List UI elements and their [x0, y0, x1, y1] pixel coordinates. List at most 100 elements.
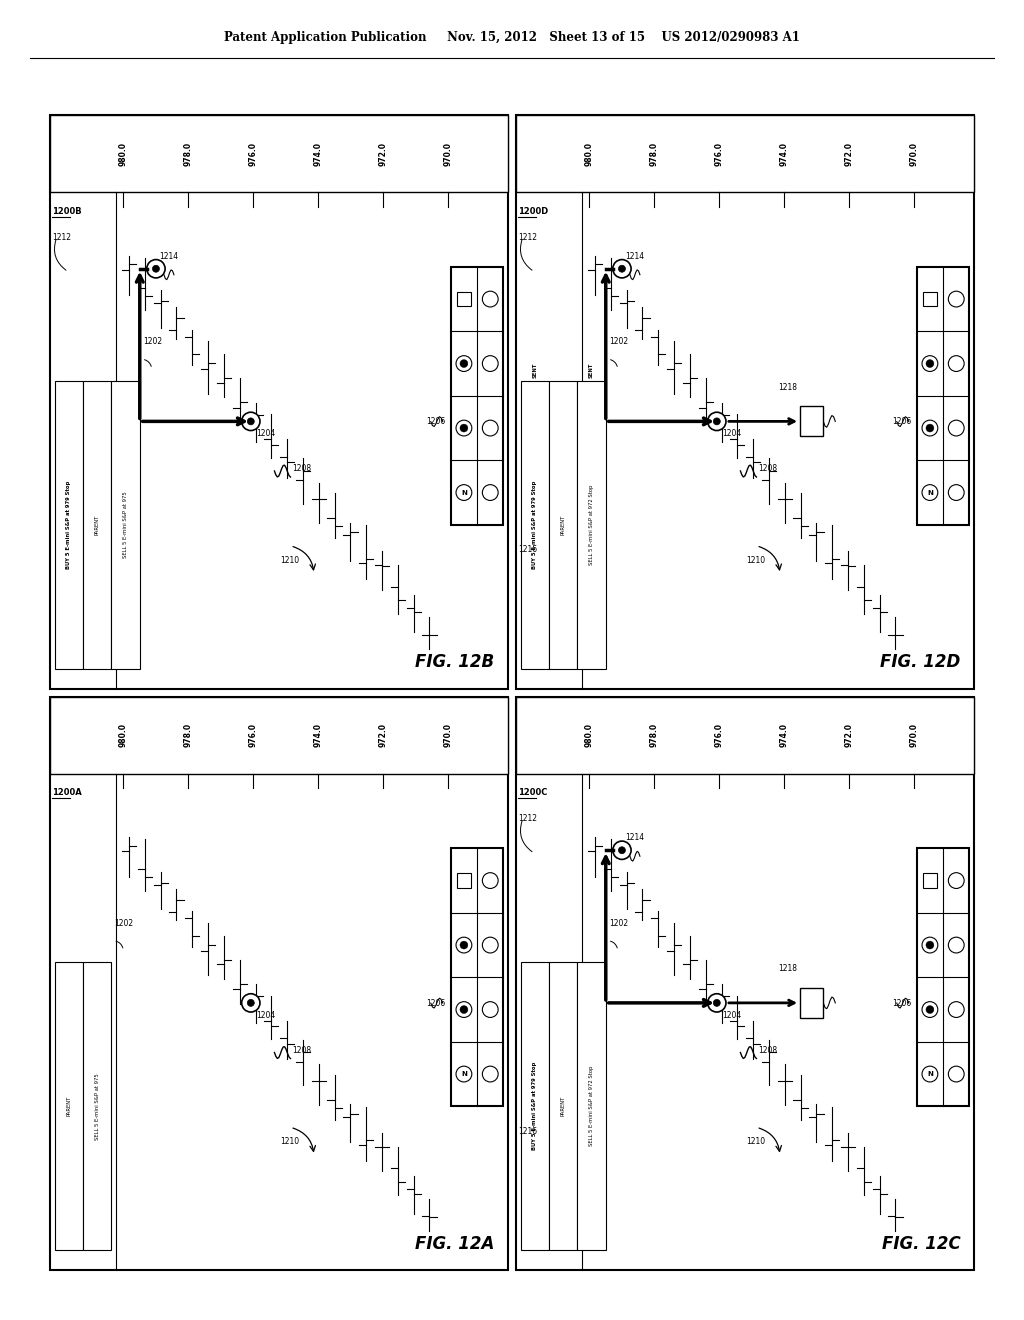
Circle shape [948, 420, 965, 436]
Text: 1216: 1216 [518, 1126, 538, 1135]
Bar [83, 381, 112, 669]
Bar [578, 962, 606, 1250]
Text: 970.0: 970.0 [444, 141, 453, 166]
Circle shape [948, 873, 965, 888]
Circle shape [456, 1067, 472, 1082]
Circle shape [482, 484, 498, 500]
Text: 1200B: 1200B [52, 207, 82, 215]
Text: 1200A: 1200A [52, 788, 82, 797]
Bar [50, 697, 508, 774]
Circle shape [482, 937, 498, 953]
Text: 978.0: 978.0 [184, 723, 193, 747]
Text: 1206: 1206 [893, 999, 911, 1007]
Bar [516, 697, 974, 774]
Circle shape [618, 265, 626, 272]
Circle shape [456, 484, 472, 500]
Text: 1206: 1206 [893, 417, 911, 426]
Bar [549, 381, 578, 669]
Text: BUY 5 E-mini S&P at 979 Stop: BUY 5 E-mini S&P at 979 Stop [532, 1063, 538, 1151]
Bar [923, 292, 937, 306]
Text: BUY 5 E-mini S&P at 979 Stop: BUY 5 E-mini S&P at 979 Stop [67, 480, 72, 569]
Circle shape [153, 265, 160, 272]
Text: 976.0: 976.0 [249, 723, 258, 747]
Circle shape [926, 1006, 934, 1014]
Bar [457, 874, 471, 888]
Circle shape [456, 937, 472, 953]
Text: SELL 5 E-mini S&P at 975: SELL 5 E-mini S&P at 975 [94, 1073, 99, 1139]
Circle shape [460, 941, 468, 949]
Circle shape [456, 1002, 472, 1018]
Circle shape [708, 994, 726, 1012]
Bar [451, 849, 504, 1106]
Bar [578, 381, 606, 669]
Text: 1202: 1202 [115, 919, 133, 928]
Circle shape [482, 1002, 498, 1018]
Text: FIG. 12C: FIG. 12C [882, 1234, 961, 1253]
Text: 976.0: 976.0 [249, 141, 258, 166]
Text: 1200C: 1200C [518, 788, 548, 797]
Text: 972.0: 972.0 [845, 141, 854, 166]
Circle shape [612, 841, 631, 859]
Bar [516, 697, 974, 1270]
Text: SENT: SENT [589, 363, 594, 378]
Circle shape [248, 418, 254, 425]
Bar [54, 381, 83, 669]
Text: 974.0: 974.0 [314, 141, 323, 166]
Text: 980.0: 980.0 [585, 723, 594, 747]
Text: SELL 5 E-mini S&P at 975: SELL 5 E-mini S&P at 975 [123, 491, 128, 558]
Text: 976.0: 976.0 [715, 141, 724, 166]
Circle shape [714, 418, 720, 425]
Circle shape [482, 292, 498, 308]
Bar [50, 115, 508, 689]
Bar [457, 292, 471, 306]
Text: 980.0: 980.0 [585, 141, 594, 166]
Circle shape [708, 412, 726, 430]
Text: 1210: 1210 [281, 556, 299, 565]
Circle shape [922, 1002, 938, 1018]
Text: 1216: 1216 [518, 545, 538, 554]
Circle shape [482, 1067, 498, 1082]
Text: 980.0: 980.0 [119, 723, 128, 747]
Text: 1210: 1210 [746, 556, 766, 565]
Text: N: N [461, 1071, 467, 1077]
Circle shape [948, 937, 965, 953]
Circle shape [456, 355, 472, 371]
Text: SENT: SENT [532, 363, 538, 378]
Circle shape [922, 484, 938, 500]
Circle shape [922, 355, 938, 371]
Bar [516, 115, 974, 193]
Circle shape [948, 484, 965, 500]
Text: FIG. 12B: FIG. 12B [415, 653, 495, 672]
Text: 970.0: 970.0 [444, 723, 453, 747]
Text: FIG. 12D: FIG. 12D [880, 653, 961, 672]
Circle shape [618, 846, 626, 854]
Text: 970.0: 970.0 [910, 723, 919, 747]
Text: 978.0: 978.0 [650, 141, 658, 166]
Text: 1208: 1208 [759, 465, 777, 474]
Bar [800, 987, 823, 1018]
Text: 1204: 1204 [722, 1011, 741, 1020]
Bar [54, 962, 83, 1250]
Circle shape [948, 355, 965, 371]
Text: 1206: 1206 [427, 417, 445, 426]
Text: 978.0: 978.0 [650, 723, 658, 747]
Text: 1208: 1208 [293, 1045, 311, 1055]
Bar [50, 697, 508, 1270]
Text: 1210: 1210 [746, 1138, 766, 1146]
Text: 1212: 1212 [52, 232, 72, 242]
Text: PARENT: PARENT [561, 1096, 565, 1117]
Circle shape [926, 941, 934, 949]
Circle shape [460, 359, 468, 367]
Text: 974.0: 974.0 [780, 141, 788, 166]
Text: N: N [461, 490, 467, 495]
Text: 1204: 1204 [256, 1011, 275, 1020]
Text: 1206: 1206 [427, 999, 445, 1007]
Circle shape [948, 1002, 965, 1018]
Text: 1202: 1202 [608, 337, 628, 346]
Text: 1212: 1212 [518, 814, 538, 824]
Bar [112, 381, 139, 669]
Text: FIG. 12A: FIG. 12A [415, 1234, 495, 1253]
Text: 1218: 1218 [778, 383, 797, 392]
Circle shape [922, 420, 938, 436]
Text: 1200D: 1200D [518, 207, 549, 215]
